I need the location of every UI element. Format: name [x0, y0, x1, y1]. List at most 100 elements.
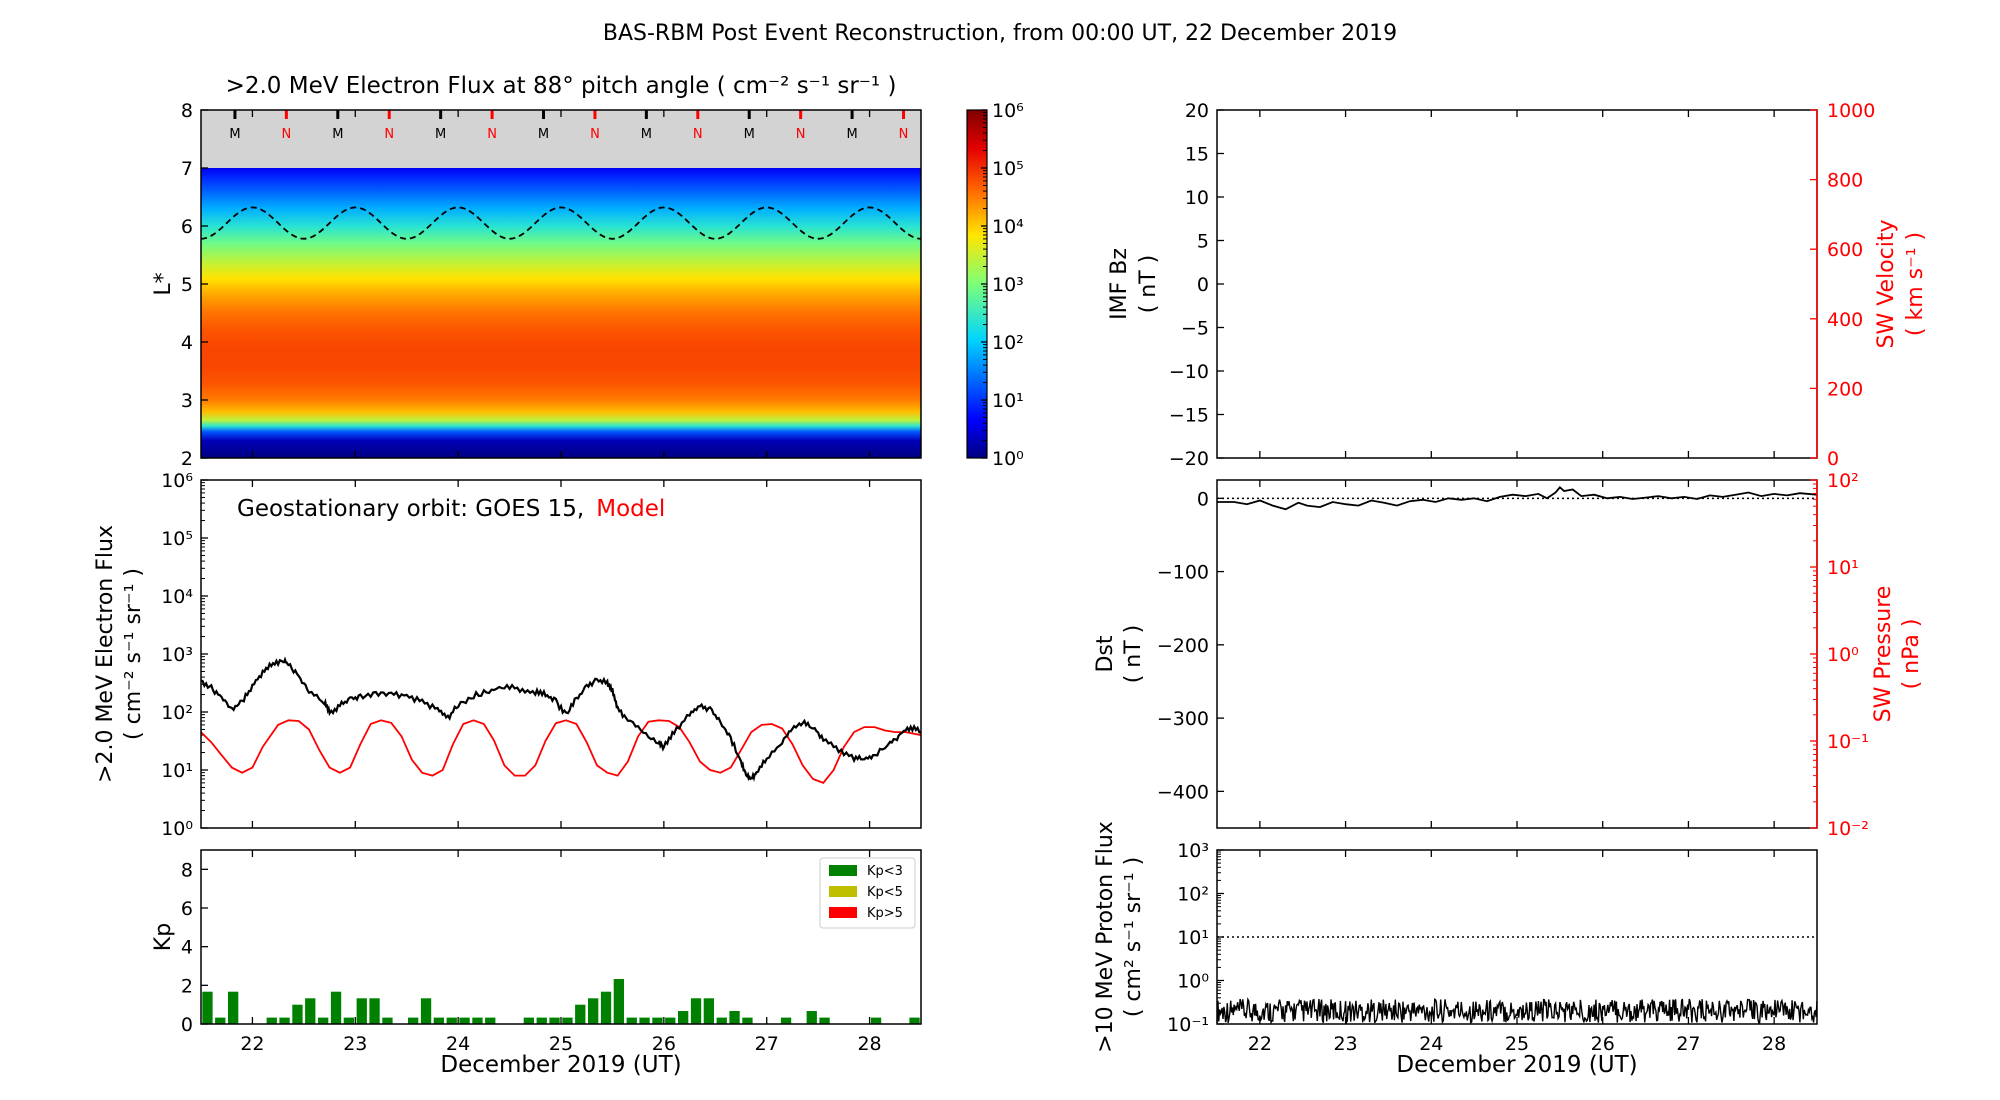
- heatmap-y-axis: 2 3 4 5 6 7 8: [181, 100, 208, 470]
- heatmap-y-tick-label-4: 6: [181, 216, 193, 238]
- kp-legend-swatch-low: [829, 865, 857, 876]
- imf-y-tick-label-1: −15: [1169, 405, 1209, 427]
- kp-x-tick-label-23: 23: [343, 1033, 367, 1055]
- geo-series-goes15: [201, 656, 921, 782]
- imf-ylabel-line-2: ( nT ): [1136, 255, 1161, 314]
- geo-y-tick-label-1: 10¹: [161, 760, 193, 782]
- kp-bar-28: [562, 1017, 573, 1024]
- kp-bar-32: [613, 979, 624, 1024]
- imf-ylabel-line-1: IMF Bz: [1107, 248, 1132, 320]
- kp-x-tick-label-27: 27: [755, 1033, 779, 1055]
- imf-y2-tick-label-4: 800: [1827, 170, 1863, 192]
- geo-annotation-prefix: Geostationary orbit: GOES 15,: [237, 496, 584, 522]
- mn-marker-label-5: N: [487, 127, 497, 142]
- proton-x-tick-label-27: 27: [1676, 1033, 1700, 1055]
- kp-bar-37: [678, 1011, 689, 1024]
- dst-y2label-line-1: SW Pressure: [1871, 586, 1896, 723]
- kp-legend-swatch-high: [829, 907, 857, 918]
- proton-x-axis: 22 23 24 25 26 27 28: [1248, 850, 1786, 1055]
- imf-y2label-line-2: ( km s⁻¹ ): [1903, 232, 1928, 336]
- proton-x-tick-label-26: 26: [1591, 1033, 1615, 1055]
- kp-x-tick-label-25: 25: [549, 1033, 573, 1055]
- colorbar-tick-label-4: 10⁴: [992, 216, 1024, 238]
- imf-y2-axis: 0 200 400 600 800 1000: [1810, 100, 1875, 470]
- mn-marker-label-8: M: [641, 127, 652, 142]
- kp-bar-12: [356, 998, 367, 1024]
- kp-x-tick-label-26: 26: [652, 1033, 676, 1055]
- dst-y2label-line-2: ( nPa ): [1899, 619, 1924, 690]
- kp-bar-7: [292, 1004, 303, 1024]
- kp-y-tick-label-3: 6: [181, 898, 193, 920]
- geo-series-model: [201, 719, 921, 784]
- colorbar-tick-label-3: 10³: [992, 274, 1024, 296]
- kp-legend-label-low: Kp<3: [867, 864, 903, 879]
- proton-y-tick-label-2: 10¹: [1177, 927, 1209, 949]
- dst-ylabel-line-2: ( nT ): [1121, 625, 1146, 684]
- heatmap-y-tick-label-3: 5: [181, 274, 193, 296]
- imf-y-tick-label-4: 0: [1197, 274, 1209, 296]
- heatmap-image: [201, 168, 921, 458]
- kp-bar-0: [202, 991, 213, 1024]
- mn-marker-label-2: M: [332, 127, 343, 142]
- dst-ylabel-line-1: Dst: [1093, 635, 1118, 672]
- proton-xlabel: December 2019 (UT): [1396, 1052, 1637, 1078]
- heatmap-y-tick-label-6: 8: [181, 100, 193, 122]
- imf-panel: −20 −15 −10 −5 0 5 10 15 20 0 200 400 600 800 1000 IM…: [1107, 100, 1928, 470]
- kp-bar-31: [600, 991, 612, 1024]
- proton-ylabel-line-1: >10 MeV Proton Flux: [1093, 821, 1118, 1053]
- kp-bar-42: [742, 1017, 753, 1024]
- kp-bar-52: [870, 1017, 882, 1024]
- geo-flux-panel: 10⁰ 10¹ 10² 10³ 10⁴ 10⁵ 10⁶ Geostationary orbi…: [93, 470, 922, 840]
- proton-y-axis: 10⁻¹ 10⁰ 10¹ 10² 10³: [1167, 840, 1224, 1036]
- heatmap-y-tick-label-1: 3: [181, 390, 193, 412]
- kp-bar-11: [343, 1017, 354, 1024]
- kp-bars: [202, 979, 920, 1024]
- mn-marker-label-0: M: [229, 127, 240, 142]
- imf-axes-frame: [1216, 109, 1818, 459]
- dst-y-tick-label-4: −400: [1157, 781, 1209, 803]
- imf-y-axis: −20 −15 −10 −5 0 5 10 15 20: [1169, 100, 1224, 470]
- imf-y-tick-label-3: −5: [1181, 318, 1209, 340]
- imf-y-tick-label-6: 10: [1185, 187, 1209, 209]
- kp-xlabel: December 2019 (UT): [440, 1052, 681, 1078]
- proton-y-tick-label-4: 10³: [1177, 840, 1209, 862]
- kp-bar-2: [228, 991, 239, 1024]
- geo-ylabel-line-2: ( cm⁻² s⁻¹ sr⁻¹ ): [121, 568, 146, 740]
- kp-legend: Kp<3 Kp<5 Kp>5: [819, 857, 916, 929]
- heatmap-panel: >2.0 MeV Electron Flux at 88° pitch angl…: [151, 73, 922, 470]
- mn-marker-label-6: M: [538, 127, 549, 142]
- geo-y-tick-label-6: 10⁶: [161, 470, 193, 492]
- proton-x-tick-label-24: 24: [1419, 1033, 1443, 1055]
- kp-bar-47: [806, 1011, 817, 1024]
- kp-bar-35: [652, 1017, 663, 1024]
- mn-marker-label-7: N: [590, 127, 600, 142]
- kp-bar-33: [626, 1017, 637, 1024]
- kp-bar-29: [575, 1004, 586, 1024]
- proton-x-tick-label-25: 25: [1505, 1033, 1529, 1055]
- dst-y-axis: 0 −100 −200 −300 −400: [1157, 488, 1224, 803]
- proton-ylabel-line-2: ( cm² s⁻¹ sr⁻¹ ): [1121, 857, 1146, 1017]
- kp-bar-5: [266, 1017, 277, 1024]
- orbit-l-curve: [201, 206, 921, 240]
- kp-y-tick-label-1: 2: [181, 975, 193, 997]
- kp-bar-30: [588, 998, 599, 1024]
- dst-y2-tick-label-2: 10⁰: [1827, 644, 1859, 666]
- colorbar-tick-label-2: 10²: [992, 332, 1024, 354]
- kp-bar-41: [729, 1011, 740, 1024]
- dst-y-tick-label-2: −200: [1157, 635, 1209, 657]
- kp-bar-48: [819, 1017, 830, 1024]
- colorbar-tick-label-6: 10⁶: [992, 100, 1024, 122]
- geo-axes-frame: [200, 479, 922, 829]
- kp-bar-38: [690, 998, 702, 1024]
- kp-legend-label-high: Kp>5: [867, 906, 903, 921]
- kp-bar-9: [318, 1017, 329, 1024]
- kp-bar-27: [549, 1017, 560, 1024]
- kp-bar-39: [703, 998, 714, 1024]
- heatmap-title: >2.0 MeV Electron Flux at 88° pitch angl…: [226, 73, 897, 99]
- kp-bar-6: [279, 1017, 290, 1024]
- kp-legend-swatch-mid: [829, 886, 857, 897]
- geo-y-tick-label-5: 10⁵: [161, 528, 193, 550]
- geo-y-tick-label-3: 10³: [161, 644, 193, 666]
- kp-bar-19: [446, 1017, 457, 1024]
